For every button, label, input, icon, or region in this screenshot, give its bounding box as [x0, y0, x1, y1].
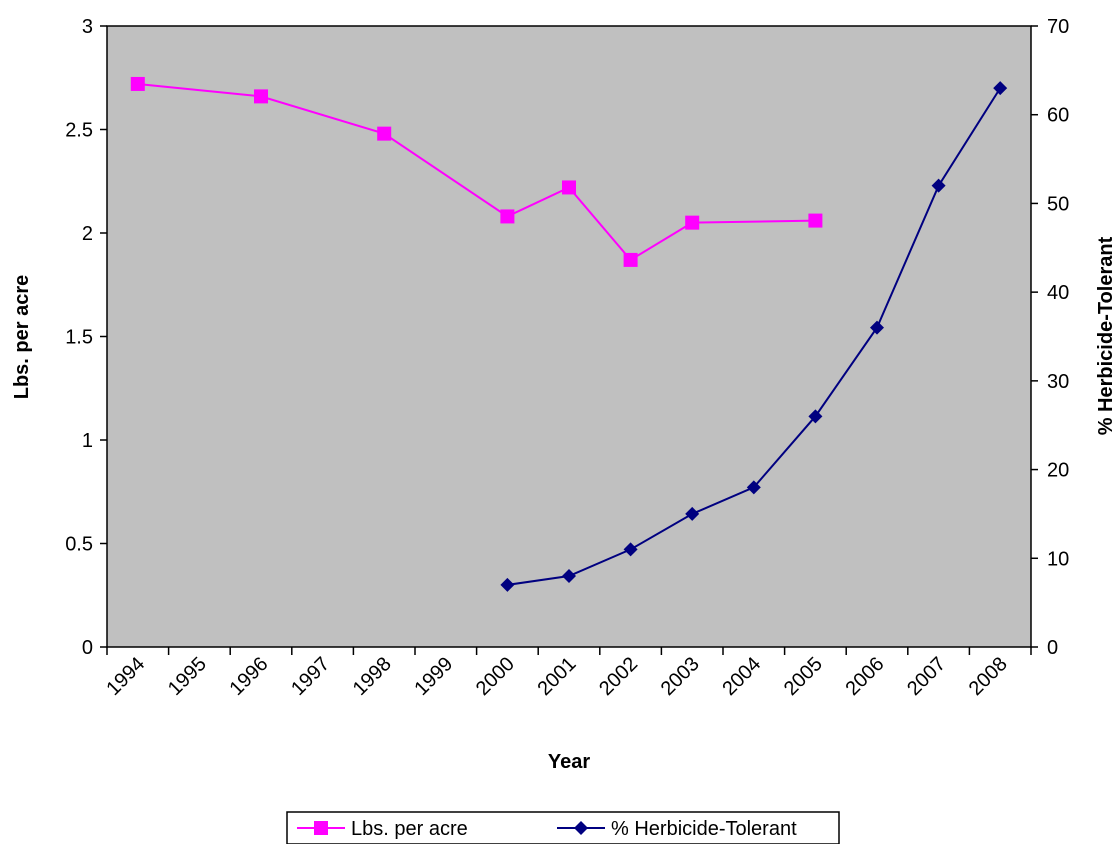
left-tick-label: 2.5: [65, 120, 93, 142]
right-tick-label: 50: [1047, 193, 1069, 215]
legend-label-herbicide: % Herbicide-Tolerant: [611, 818, 797, 840]
legend: Lbs. per acre % Herbicide-Tolerant: [286, 811, 840, 844]
x-tick-label: 2002: [595, 653, 642, 700]
left-axis: 0 0.5 1 1.5 2 2.5 3: [65, 16, 107, 659]
x-tick-label: 1995: [164, 653, 211, 700]
data-point-diamond: [993, 81, 1008, 96]
x-tick-label: 2006: [842, 653, 889, 700]
data-point-square: [808, 213, 823, 228]
left-tick-label: 1: [82, 430, 93, 452]
left-tick-label: 2: [82, 223, 93, 245]
x-tick-label: 2008: [965, 653, 1012, 700]
data-point-diamond: [623, 542, 638, 557]
x-tick-label: 1999: [410, 653, 457, 700]
plot-area: [106, 25, 1032, 648]
data-point-square: [500, 209, 515, 224]
data-point-diamond: [500, 577, 515, 592]
x-tick-label: 2005: [780, 653, 827, 700]
right-axis-title: % Herbicide-Tolerant: [1095, 236, 1117, 435]
left-axis-title: Lbs. per acre: [11, 275, 33, 400]
legend-marker-herbicide: [574, 821, 588, 835]
data-point-square: [377, 126, 392, 141]
right-tick-label: 60: [1047, 105, 1069, 127]
right-tick-label: 40: [1047, 282, 1069, 304]
right-tick-label: 10: [1047, 548, 1069, 570]
x-tick-label: 1998: [349, 653, 396, 700]
x-tick-label: 1994: [102, 653, 149, 700]
left-tick-label: 0.5: [65, 534, 93, 556]
data-point-diamond: [870, 320, 884, 335]
data-point-square: [623, 252, 638, 267]
data-point-diamond: [808, 409, 823, 424]
series-lbs-per-acre: [130, 76, 823, 267]
x-tick-label: 2000: [472, 653, 519, 700]
x-tick-label: 2004: [718, 653, 765, 700]
left-tick-label: 1.5: [65, 327, 93, 349]
legend-marker-lbs: [314, 821, 328, 835]
x-tick-label: 2003: [657, 653, 704, 700]
x-axis: 1994 1995 1996 1997 1998 1999 2000 2001 2002 2003…: [102, 647, 1032, 700]
x-tick-label: 1997: [287, 653, 334, 700]
data-point-square: [562, 180, 576, 195]
data-point-square: [254, 89, 268, 104]
x-axis-title: Year: [548, 751, 590, 773]
x-tick-label: 2001: [534, 653, 581, 700]
x-tick-label: 1996: [226, 653, 273, 700]
data-point-square: [685, 215, 700, 230]
data-point-square: [130, 76, 145, 91]
left-tick-label: 0: [82, 637, 93, 659]
data-point-diamond: [746, 480, 761, 495]
left-tick-label: 3: [82, 16, 93, 38]
right-tick-label: 0: [1047, 637, 1058, 659]
right-tick-label: 30: [1047, 371, 1069, 393]
legend-label-lbs: Lbs. per acre: [351, 818, 468, 840]
data-point-diamond: [685, 506, 700, 521]
data-point-diamond: [931, 178, 946, 193]
right-tick-label: 70: [1047, 16, 1069, 38]
data-point-diamond: [562, 569, 576, 584]
series-line: [137, 82, 816, 262]
x-tick-label: 2007: [903, 653, 950, 700]
series-herbicide-tolerant: [500, 81, 1008, 592]
right-tick-label: 20: [1047, 460, 1069, 482]
series-layer: [130, 76, 1008, 592]
right-axis: 0 10 20 30 40 50 60 70: [1031, 16, 1069, 659]
